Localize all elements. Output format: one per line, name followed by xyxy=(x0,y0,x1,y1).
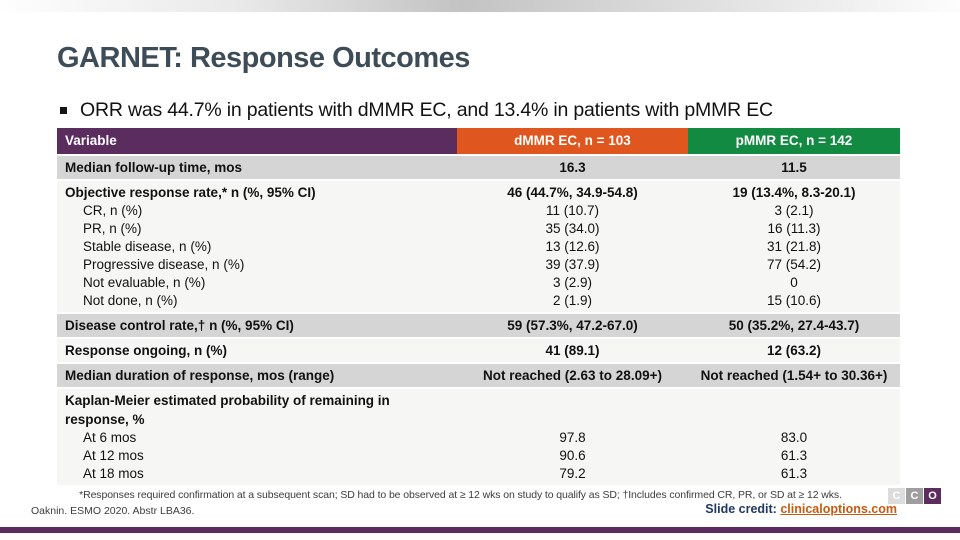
row-label-cell: At 18 mos xyxy=(83,466,144,481)
cco-logo-letter-3: O xyxy=(924,488,941,504)
row-label-cell: Objective response rate,* n (%, 95% CI) xyxy=(65,185,316,200)
dmmr-value-cell: 2 (1.9) xyxy=(552,293,593,308)
row-label-cell: Stable disease, n (%) xyxy=(83,239,212,254)
row-label-cell: PR, n (%) xyxy=(83,221,142,236)
dmmr-value-cell: 41 (89.1) xyxy=(545,343,600,358)
bullet-square-icon xyxy=(60,107,67,114)
bullet-text: ORR was 44.7% in patients with dMMR EC, … xyxy=(80,99,773,121)
pmmr-value-cell: 15 (10.6) xyxy=(766,293,822,308)
table-row-orr: Objective response rate,* n (%, 95% CI) … xyxy=(57,183,900,202)
pmmr-value-cell: 31 (21.8) xyxy=(766,239,822,254)
dmmr-value-cell: 16.3 xyxy=(559,160,586,175)
table-row-stable-disease: Stable disease, n (%) 13 (12.6) 31 (21.8… xyxy=(57,238,900,256)
pmmr-value-cell: 16 (11.3) xyxy=(767,221,821,236)
table-row-at-18-mos: At 18 mos 79.2 61.3 xyxy=(57,465,900,483)
cco-logo: C C O xyxy=(888,488,941,504)
page-title: GARNET: Response Outcomes xyxy=(57,42,470,74)
table-row-at-12-mos: At 12 mos 90.6 61.3 xyxy=(57,447,900,465)
table-row-kaplan-meier: Kaplan-Meier estimated probability of re… xyxy=(57,391,900,429)
dmmr-value-cell: 13 (12.6) xyxy=(545,239,600,254)
row-label-cell: Not evaluable, n (%) xyxy=(83,275,206,290)
slide-credit-link[interactable]: clinicaloptions.com xyxy=(780,502,897,516)
pmmr-value-cell: 11.5 xyxy=(781,160,807,175)
dmmr-value-cell: 90.6 xyxy=(559,448,586,463)
table-row-cr: CR, n (%) 11 (10.7) 3 (2.1) xyxy=(57,202,900,220)
table-row-median-followup: Median follow-up time, mos 16.3 11.5 xyxy=(57,154,900,179)
row-label-cell: Disease control rate,† n (%, 95% CI) xyxy=(65,318,294,333)
row-label-cell: Median duration of response, mos (range) xyxy=(65,368,335,383)
dmmr-value-cell: 97.8 xyxy=(559,430,586,445)
pmmr-value-cell: 61.3 xyxy=(780,466,808,481)
slide-credit: Slide credit: clinicaloptions.com xyxy=(705,502,897,516)
dmmr-value-cell xyxy=(457,391,688,429)
cco-logo-letter-2: C xyxy=(906,488,923,504)
pmmr-value-cell: 0 xyxy=(790,275,798,290)
cco-logo-letter-1: C xyxy=(888,488,905,504)
table-header-row: Variable dMMR EC, n = 103 pMMR EC, n = 1… xyxy=(57,128,900,154)
table-row-group-orr: Objective response rate,* n (%, 95% CI) … xyxy=(57,179,900,312)
footnote-text: *Responses required confirmation at a su… xyxy=(79,489,842,501)
row-label-cell: Progressive disease, n (%) xyxy=(83,257,245,272)
dmmr-value-cell: 35 (34.0) xyxy=(545,221,600,236)
dmmr-value-cell: 59 (57.3%, 47.2-67.0) xyxy=(507,318,638,333)
row-label-cell: CR, n (%) xyxy=(83,203,143,218)
table-row-group-kaplan-meier: Kaplan-Meier estimated probability of re… xyxy=(57,387,900,485)
bullet-row: ORR was 44.7% in patients with dMMR EC, … xyxy=(60,99,920,122)
dmmr-value-cell: 3 (2.9) xyxy=(552,275,593,290)
pmmr-value-cell: 19 (13.4%, 8.3-20.1) xyxy=(732,185,856,200)
pmmr-value-cell: 77 (54.2) xyxy=(766,257,822,272)
row-label-cell: Response ongoing, n (%) xyxy=(65,343,227,358)
table-row-median-duration: Median duration of response, mos (range)… xyxy=(57,362,900,387)
header-dmmr: dMMR EC, n = 103 xyxy=(457,128,688,154)
dmmr-value-cell: Not reached (2.63 to 28.09+) xyxy=(483,368,662,383)
header-variable: Variable xyxy=(57,128,457,154)
table-row-disease-control: Disease control rate,† n (%, 95% CI) 59 … xyxy=(57,312,900,337)
dmmr-value-cell: 79.2 xyxy=(559,466,586,481)
row-label-cell: Not done, n (%) xyxy=(83,293,178,308)
pmmr-value-cell: Not reached (1.54+ to 30.36+) xyxy=(700,368,888,383)
slide-credit-label: Slide credit: xyxy=(705,502,777,516)
table-row-at-6-mos: At 6 mos 97.8 83.0 xyxy=(57,429,900,447)
outcomes-table: Variable dMMR EC, n = 103 pMMR EC, n = 1… xyxy=(57,128,900,485)
top-gradient-bar xyxy=(0,0,960,12)
table-row-not-done: Not done, n (%) 2 (1.9) 15 (10.6) xyxy=(57,292,900,310)
pmmr-value-cell: 12 (63.2) xyxy=(766,343,822,358)
row-label-cell: Median follow-up time, mos xyxy=(65,160,243,175)
pmmr-value-cell: 50 (35.2%, 27.4-43.7) xyxy=(728,318,860,333)
dmmr-value-cell: 39 (37.9) xyxy=(545,257,600,272)
pmmr-value-cell: 83.0 xyxy=(780,430,808,445)
row-label-cell: At 6 mos xyxy=(83,430,137,445)
pmmr-value-cell: 3 (2.1) xyxy=(774,203,814,218)
header-pmmr: pMMR EC, n = 142 xyxy=(688,128,900,154)
pmmr-value-cell: 61.3 xyxy=(780,448,808,463)
row-label-cell: Kaplan-Meier estimated probability of re… xyxy=(65,393,390,427)
bottom-accent-bar xyxy=(0,527,960,533)
table-row-pr: PR, n (%) 35 (34.0) 16 (11.3) xyxy=(57,220,900,238)
dmmr-value-cell: 11 (10.7) xyxy=(545,203,600,218)
row-label-cell: At 12 mos xyxy=(83,448,144,463)
dmmr-value-cell: 46 (44.7%, 34.9-54.8) xyxy=(507,185,638,200)
table-row-progressive-disease: Progressive disease, n (%) 39 (37.9) 77 … xyxy=(57,256,900,274)
citation-text: Oaknin. ESMO 2020. Abstr LBA36. xyxy=(31,505,195,517)
table-row-response-ongoing: Response ongoing, n (%) 41 (89.1) 12 (63… xyxy=(57,337,900,362)
pmmr-value-cell xyxy=(688,391,900,429)
table-row-not-evaluable: Not evaluable, n (%) 3 (2.9) 0 xyxy=(57,274,900,292)
